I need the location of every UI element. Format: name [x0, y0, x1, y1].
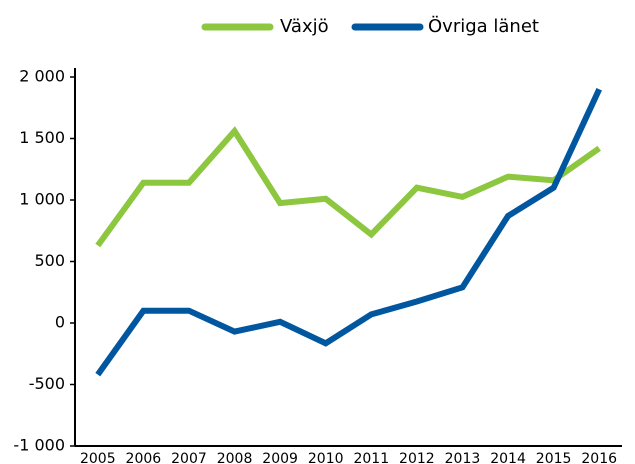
legend: Växjö Övriga länet	[201, 15, 539, 37]
x-tick-label: 2006	[126, 451, 162, 464]
y-tick-label: 0	[55, 313, 65, 332]
x-tick-label: 2013	[445, 451, 481, 464]
x-tick-label: 2010	[308, 451, 344, 464]
x-tick-label: 2012	[399, 451, 435, 464]
x-tick-label: 2007	[171, 451, 207, 464]
legend-label: Växjö	[280, 16, 329, 37]
y-tick-label: 1 500	[19, 128, 65, 147]
x-tick-label: 2005	[80, 451, 116, 464]
y-tick-label: -500	[29, 374, 65, 393]
series-line	[95, 126, 601, 248]
y-tick-label: 2 000	[19, 67, 65, 86]
series-line	[95, 88, 602, 377]
y-tick-label: -1 000	[13, 436, 65, 455]
y-tick-label: 500	[34, 251, 65, 270]
legend-label: Övriga länet	[428, 15, 539, 37]
x-tick-label: 2016	[581, 451, 617, 464]
x-tick-label: 2015	[536, 451, 572, 464]
y-tick-label: 1 000	[19, 190, 65, 209]
x-tick-label: 2011	[353, 451, 389, 464]
x-tick-label: 2008	[217, 451, 253, 464]
x-tick-label: 2014	[490, 451, 526, 464]
x-tick-label: 2009	[262, 451, 298, 464]
